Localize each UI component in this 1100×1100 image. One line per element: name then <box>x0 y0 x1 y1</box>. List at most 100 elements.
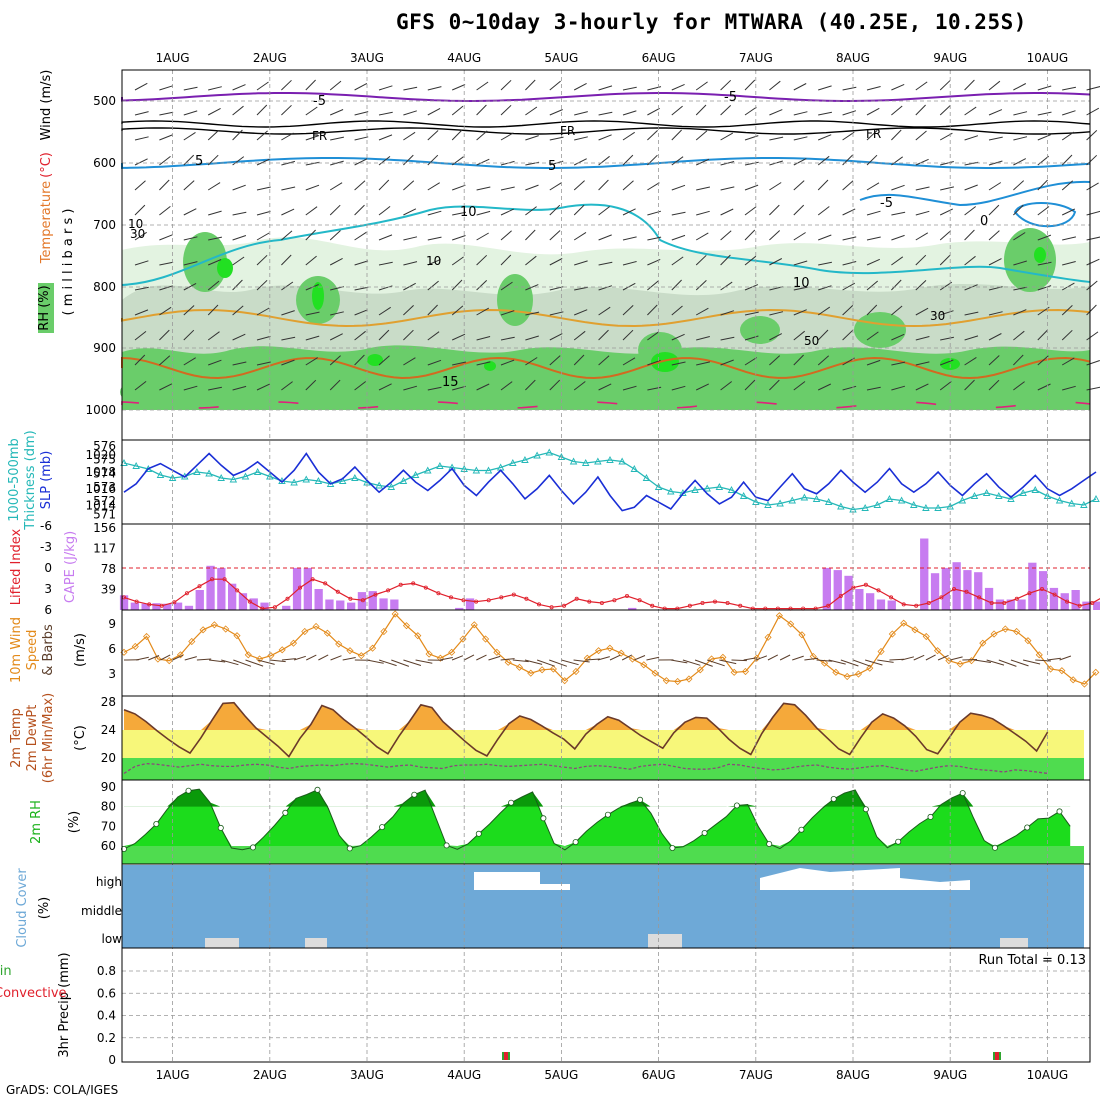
cape-bar <box>228 583 237 610</box>
wind-barb <box>866 304 878 316</box>
wind-barb <box>866 280 879 291</box>
li-point <box>1090 601 1095 606</box>
wind-barb <box>281 381 293 391</box>
thickness-point <box>484 466 493 474</box>
wind-barb <box>744 106 757 116</box>
wind-barb <box>622 180 634 191</box>
li-point <box>687 603 692 608</box>
wind-barb <box>793 260 808 266</box>
wind-barb <box>866 236 881 241</box>
wind-barb <box>1061 357 1075 366</box>
wind-barb <box>500 104 512 116</box>
wind-barb <box>500 359 515 366</box>
cloud-cover-label: Cloud Cover <box>15 868 30 948</box>
wind-barb <box>793 354 804 366</box>
wind-barb <box>598 234 612 241</box>
wind-barb-10m <box>962 659 978 661</box>
wind-barb-10m <box>536 659 555 667</box>
wind-barb <box>769 109 783 116</box>
wind-speed-point <box>504 658 512 666</box>
rh-point <box>1056 808 1063 815</box>
rh-legend-swatch <box>38 283 54 333</box>
wind-barb-10m <box>1035 659 1051 662</box>
wind-barb <box>427 280 439 291</box>
wind-barb <box>329 355 341 366</box>
wind-barb <box>891 105 903 116</box>
label-fr-b: FR <box>560 124 575 138</box>
pressure-tick: 500 <box>93 94 116 108</box>
contour-25 <box>121 401 1091 409</box>
wind-barb-10m <box>670 659 688 664</box>
wind-barb <box>1013 232 1026 241</box>
wind-barb-10m <box>281 658 296 661</box>
wind-barb <box>744 284 759 291</box>
rh-high-fill <box>124 789 1071 807</box>
wind-barb <box>451 279 463 291</box>
wind-barb <box>1086 280 1098 291</box>
wind-barb <box>696 336 710 341</box>
wind-speed-point <box>470 621 478 629</box>
wind-barb <box>622 305 634 316</box>
wind-barb <box>378 134 393 141</box>
wind-barb <box>305 335 320 341</box>
wind-barb-10m <box>792 655 804 661</box>
wind-barb <box>891 184 905 191</box>
high-cloud-block <box>760 868 970 890</box>
wind-barb <box>427 130 439 141</box>
wind-barb <box>866 107 880 116</box>
wind-barb <box>354 158 368 166</box>
cape-bar <box>1006 599 1015 610</box>
rh-point <box>862 806 869 813</box>
li-tick: 0 <box>44 561 52 575</box>
wind-barb <box>378 206 391 216</box>
wind-barb <box>573 231 587 241</box>
cape-bar <box>455 607 464 610</box>
wind-barb <box>744 311 759 316</box>
li-point <box>1027 591 1032 596</box>
wind-barb-10m <box>1059 655 1072 661</box>
thickness-point <box>302 475 311 483</box>
wind-barb-10m <box>524 659 543 665</box>
wind-barb <box>695 307 709 316</box>
wind-barb <box>891 129 902 141</box>
wind-speed-point <box>312 622 320 631</box>
wind-barb <box>939 254 951 266</box>
wind-barb <box>1037 179 1048 191</box>
cape-tick: 117 <box>93 542 116 556</box>
li-point <box>474 599 479 604</box>
li-point <box>625 594 630 599</box>
wind10-unit-label: (m/s) <box>73 633 88 667</box>
wind-barb <box>232 211 247 216</box>
lifted-index-line <box>123 578 1100 610</box>
wind-speed-point <box>933 647 942 655</box>
wind-speed-point <box>515 663 524 671</box>
wind-barb-10m <box>488 655 501 661</box>
wind-speed-point <box>787 620 795 628</box>
cape-bar <box>217 567 226 610</box>
thickness-axis-label: 1000-500mb <box>7 438 22 522</box>
wind-barb <box>452 84 466 91</box>
dew2m-label: 2m DewPt <box>25 705 40 772</box>
wind-speed-point <box>289 639 298 647</box>
thickness-point <box>691 486 699 493</box>
rh-point <box>443 842 450 849</box>
thickness-axis-label-2: Thickness (dm) <box>23 430 38 530</box>
label-rh30-b: 30 <box>930 309 945 323</box>
wind-barb <box>647 331 659 341</box>
wind-barb <box>988 333 1002 341</box>
thickness-tick: 575 <box>93 453 116 467</box>
cape-bar <box>855 589 864 610</box>
cape-bar <box>206 565 215 610</box>
wind-barb <box>451 256 464 266</box>
wind-barb <box>622 357 636 366</box>
wind-barb <box>842 131 855 141</box>
wind-speed-point <box>357 652 365 660</box>
wind-barb <box>354 354 365 366</box>
wind-speed-point <box>809 652 817 661</box>
wind-barb <box>525 255 537 266</box>
wind-barb <box>476 158 490 166</box>
wind-barb <box>817 306 831 316</box>
thickness-point <box>253 468 262 475</box>
thickness-point <box>557 453 566 460</box>
